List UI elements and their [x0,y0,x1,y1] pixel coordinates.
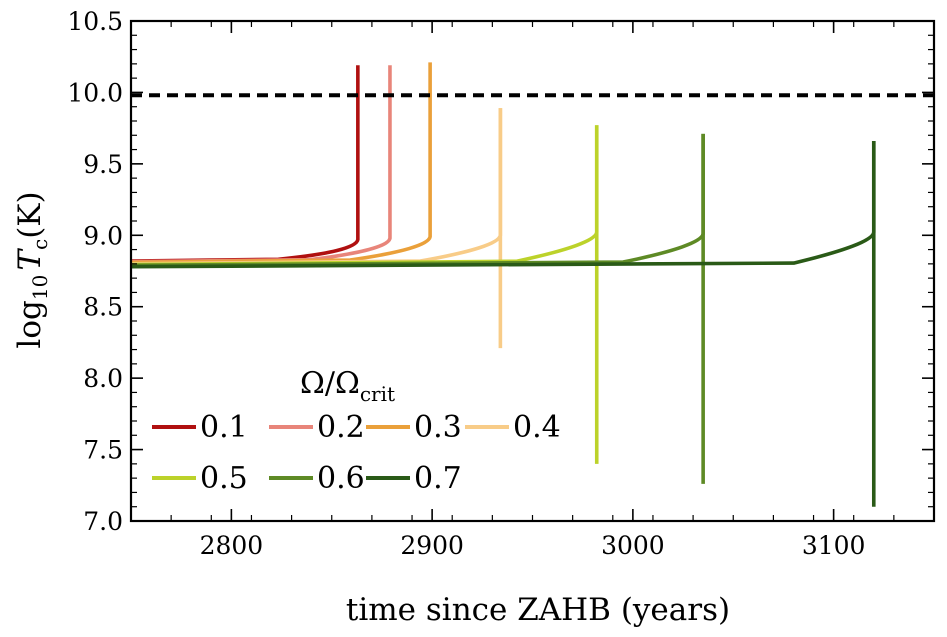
tick-labels: 2800 2900 3000 3100 7.0 7.5 8.0 8.5 9.0 9.5 10.0 10… [67,7,865,560]
legend-title: Ω/Ωcrit [300,366,395,406]
y-axis-label-var-sub: c [28,239,52,250]
legend-title-symbol: Ω/Ω [300,366,360,401]
y-tick-label: 10.0 [67,78,123,107]
legend-label: 0.2 [317,410,365,445]
plot-frame [129,19,936,523]
x-tick-label: 3000 [601,531,665,560]
y-tick-label: 10.5 [67,7,123,36]
y-tick-label: 9.5 [83,150,123,179]
y-axis-label: log10 Tc(K) [12,191,52,348]
legend-label: 0.6 [317,461,365,496]
legend-item-0.6: 0.6 [269,461,365,496]
x-tick-label: 2800 [200,531,264,560]
legend-item-0.1: 0.1 [152,410,248,445]
series-line-0.4 [130,108,503,266]
legend-label: 0.4 [513,410,561,445]
series-line-0.3 [130,62,432,265]
legend-label: 0.3 [414,410,462,445]
y-axis-label-var: T [12,248,48,271]
legend-item-0.3: 0.3 [366,410,462,445]
y-tick-label: 7.0 [83,507,123,536]
y-axis-label-unit: (K) [12,191,48,238]
y-tick-label: 9.0 [83,221,123,250]
y-axis-label-log-sub: 10 [28,275,52,300]
y-tick-label: 7.5 [83,436,123,465]
legend-item-0.7: 0.7 [366,461,462,496]
y-tick-label: 8.5 [83,293,123,322]
y-axis-label-log: log [12,300,48,348]
x-tick-label: 3100 [802,531,866,560]
x-tick-label: 2900 [400,531,464,560]
legend-items: 0.1 0.2 0.3 0.4 0.5 0.6 0.7 [152,410,561,496]
legend-item-0.5: 0.5 [152,461,248,496]
legend-item-0.2: 0.2 [269,410,365,445]
legend: Ω/Ωcrit 0.1 0.2 0.3 0.4 0.5 0.6 0.7 [152,366,561,496]
y-tick-label: 8.0 [83,364,123,393]
legend-title-sub: crit [360,382,395,406]
series-line-0.5 [130,125,599,267]
legend-label: 0.5 [200,461,248,496]
series-line-0.7 [130,141,876,269]
series-lines [130,62,876,507]
legend-label: 0.7 [414,461,462,496]
x-axis-label: time since ZAHB (years) [346,592,730,628]
legend-item-0.4: 0.4 [465,410,561,445]
legend-label: 0.1 [200,410,248,445]
